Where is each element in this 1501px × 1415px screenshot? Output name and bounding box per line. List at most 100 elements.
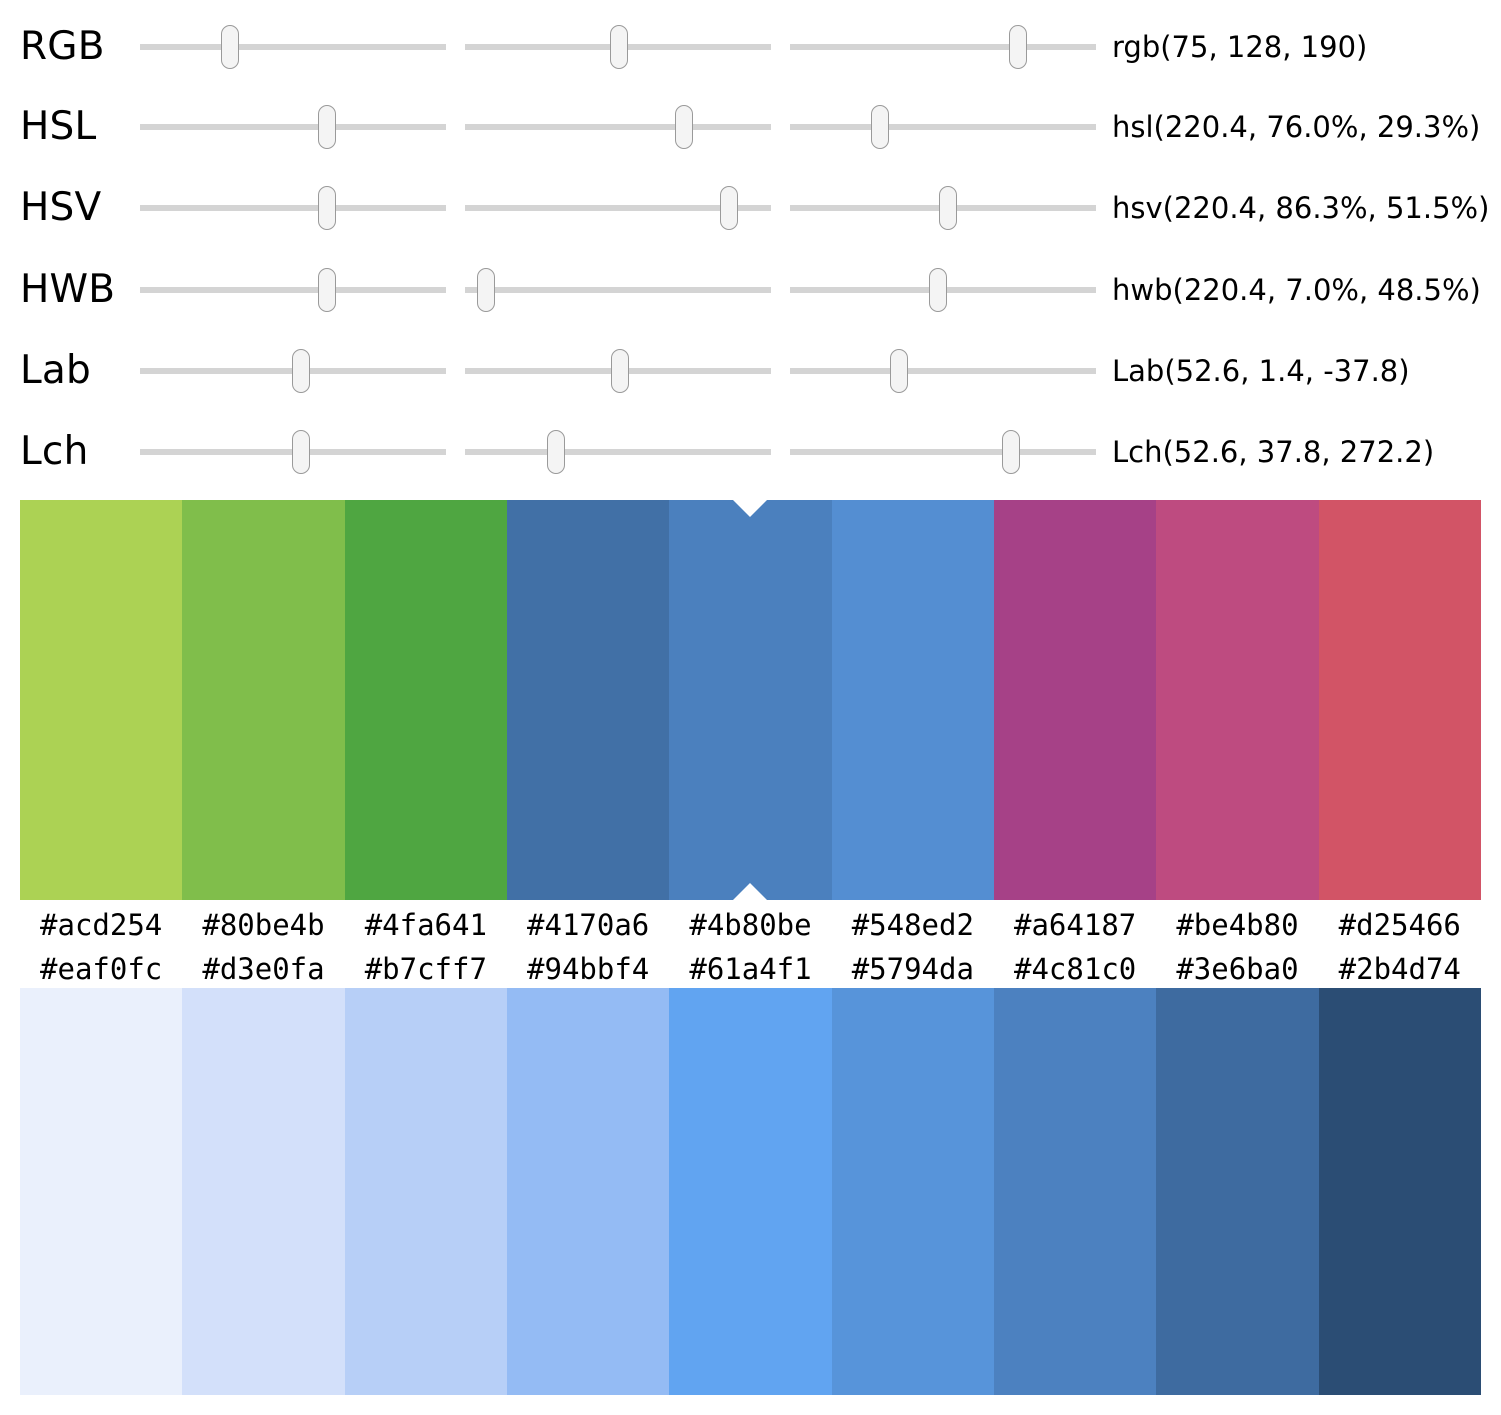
slider-thumb[interactable] [674, 105, 693, 149]
hex-label: #4fa641 [364, 908, 487, 942]
slider-thumb[interactable] [546, 430, 565, 474]
hex-label: #2b4d74 [1338, 952, 1461, 986]
slider-thumb[interactable] [220, 25, 239, 69]
hex-label: #be4b80 [1176, 908, 1299, 942]
slider-thumb[interactable] [1008, 25, 1027, 69]
slider-thumb[interactable] [929, 268, 948, 312]
slider-row-lch: Lch Lch(52.6, 37.8, 272.2) [0, 412, 1501, 492]
model-label-rgb: RGB [20, 24, 105, 69]
slider-track[interactable] [465, 124, 771, 130]
palette-swatch[interactable] [344, 500, 507, 900]
model-label-lch: Lch [20, 429, 89, 474]
hex-label: #d25466 [1338, 908, 1461, 942]
slider-track[interactable] [140, 205, 446, 211]
palette-swatch[interactable] [669, 988, 832, 1395]
slider-thumb[interactable] [870, 105, 889, 149]
palette-band-lightness-ramp [20, 988, 1481, 1395]
palette-swatch[interactable] [182, 500, 345, 900]
slider-rgb-red[interactable] [140, 7, 446, 87]
palette-swatch[interactable] [993, 500, 1157, 900]
hex-label: #b7cff7 [364, 952, 487, 986]
selected-marker-bottom-icon [733, 883, 768, 900]
palette-swatch[interactable] [993, 988, 1157, 1395]
slider-lch-lightness[interactable] [140, 412, 446, 492]
slider-track[interactable] [790, 368, 1096, 374]
hex-label: #4c81c0 [1014, 952, 1137, 986]
palette-swatch[interactable] [20, 988, 183, 1395]
slider-hsv-value[interactable] [790, 168, 1096, 248]
palette-swatch[interactable] [1318, 500, 1481, 900]
slider-thumb[interactable] [318, 186, 337, 230]
slider-thumb[interactable] [477, 268, 496, 312]
hex-label-row-top: #acd254 #80be4b #4fa641 #4170a6 #4b80be … [20, 903, 1481, 947]
slider-lch-chroma[interactable] [465, 412, 771, 492]
hex-label: #94bbf4 [527, 952, 650, 986]
slider-thumb[interactable] [291, 349, 310, 393]
slider-track[interactable] [140, 44, 446, 50]
slider-track[interactable] [465, 449, 771, 455]
palette-swatch[interactable] [831, 500, 994, 900]
hex-label: #5794da [851, 952, 974, 986]
slider-rgb-green[interactable] [465, 7, 771, 87]
slider-hsl-lightness[interactable] [790, 87, 1096, 167]
palette-swatch[interactable] [1156, 500, 1319, 900]
hex-label: #80be4b [202, 908, 325, 942]
palette-band-hue-variants [20, 500, 1481, 900]
slider-row-hsv: HSV hsv(220.4, 86.3%, 51.5%) [0, 168, 1501, 248]
slider-lab-b[interactable] [790, 331, 1096, 411]
palette-swatch[interactable] [506, 988, 670, 1395]
slider-lab-lightness[interactable] [140, 331, 446, 411]
value-text-hwb: hwb(220.4, 7.0%, 48.5%) [1112, 273, 1481, 307]
slider-rgb-blue[interactable] [790, 7, 1096, 87]
slider-track[interactable] [140, 287, 446, 293]
slider-thumb[interactable] [318, 105, 337, 149]
slider-hwb-hue[interactable] [140, 250, 446, 330]
slider-track[interactable] [790, 449, 1096, 455]
palette-swatch[interactable] [1156, 988, 1319, 1395]
slider-thumb[interactable] [611, 349, 630, 393]
slider-hsl-saturation[interactable] [465, 87, 771, 167]
palette-swatch[interactable] [344, 988, 507, 1395]
slider-lch-hue[interactable] [790, 412, 1096, 492]
slider-thumb[interactable] [938, 186, 957, 230]
palette-swatch[interactable] [831, 988, 994, 1395]
slider-track[interactable] [465, 287, 771, 293]
model-label-hsl: HSL [20, 104, 97, 149]
slider-thumb[interactable] [889, 349, 908, 393]
hex-label: #3e6ba0 [1176, 952, 1299, 986]
slider-row-lab: Lab Lab(52.6, 1.4, -37.8) [0, 331, 1501, 411]
slider-track[interactable] [140, 124, 446, 130]
color-model-slider-panel: RGB rgb(75, 128, 190) HSL hsl(220. [0, 0, 1501, 500]
slider-hwb-blackness[interactable] [790, 250, 1096, 330]
palette-swatch[interactable] [20, 500, 183, 900]
model-label-lab: Lab [20, 348, 91, 393]
slider-thumb[interactable] [609, 25, 628, 69]
value-text-hsl: hsl(220.4, 76.0%, 29.3%) [1112, 110, 1481, 144]
selected-marker-top-icon [733, 500, 768, 517]
model-label-hwb: HWB [20, 267, 116, 312]
slider-hwb-whiteness[interactable] [465, 250, 771, 330]
slider-hsl-hue[interactable] [140, 87, 446, 167]
slider-thumb[interactable] [720, 186, 739, 230]
palette-swatch[interactable] [1318, 988, 1481, 1395]
hex-label: #eaf0fc [40, 952, 163, 986]
palette-swatch[interactable] [182, 988, 345, 1395]
model-label-hsv: HSV [20, 185, 102, 230]
slider-track[interactable] [790, 124, 1096, 130]
slider-thumb[interactable] [1001, 430, 1020, 474]
slider-hsv-saturation[interactable] [465, 168, 771, 248]
palette-swatch-selected[interactable] [669, 500, 832, 900]
slider-track[interactable] [465, 205, 771, 211]
slider-track[interactable] [790, 44, 1096, 50]
slider-thumb[interactable] [318, 268, 337, 312]
hex-label-selected: #4b80be [689, 908, 812, 942]
value-text-lab: Lab(52.6, 1.4, -37.8) [1112, 354, 1410, 388]
slider-thumb[interactable] [291, 430, 310, 474]
palette-swatch[interactable] [506, 500, 670, 900]
slider-row-hwb: HWB hwb(220.4, 7.0%, 48.5%) [0, 250, 1501, 330]
slider-hsv-hue[interactable] [140, 168, 446, 248]
hex-label: #d3e0fa [202, 952, 325, 986]
hex-label: #4170a6 [527, 908, 650, 942]
slider-lab-a[interactable] [465, 331, 771, 411]
hex-label: #a64187 [1014, 908, 1137, 942]
